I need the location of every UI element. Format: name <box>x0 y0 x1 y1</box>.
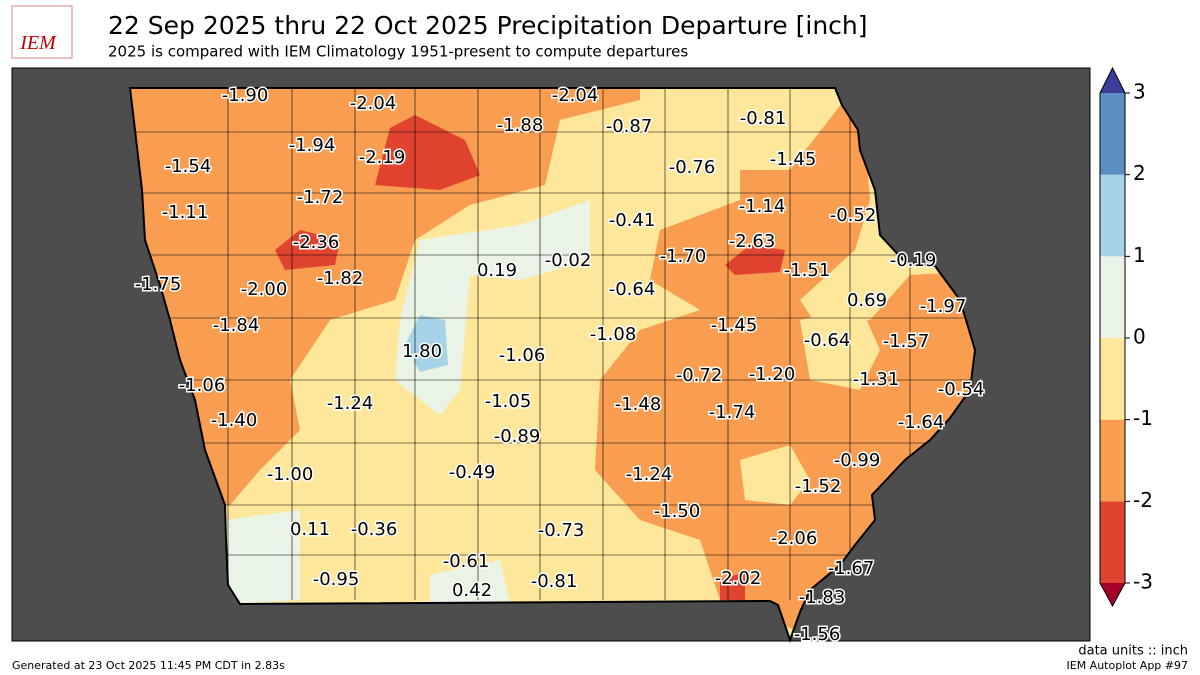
colorbar-segment <box>1100 338 1125 420</box>
station-value: -2.00 <box>241 279 288 300</box>
station-value: -1.14 <box>739 196 786 217</box>
station-value: -1.05 <box>485 391 532 412</box>
station-value: -1.54 <box>165 156 212 177</box>
station-value: 0.19 <box>477 260 517 281</box>
colorbar-tick-label: 1 <box>1133 243 1146 267</box>
station-value: -1.52 <box>795 476 842 497</box>
station-value: -0.36 <box>351 519 398 540</box>
station-value: -0.99 <box>834 450 881 471</box>
station-value: 0.11 <box>290 519 330 540</box>
colorbar-segment <box>1100 419 1125 502</box>
county-lines <box>130 88 975 600</box>
station-value: -1.83 <box>799 587 846 608</box>
station-value: -1.57 <box>883 331 930 352</box>
station-value: -1.45 <box>770 149 817 170</box>
station-value: -0.81 <box>740 108 787 129</box>
subtitle: 2025 is compared with IEM Climatology 19… <box>108 43 688 61</box>
station-value: -0.41 <box>609 210 656 231</box>
generated-note: Generated at 23 Oct 2025 11:45 PM CDT in… <box>12 659 285 672</box>
station-value: -2.04 <box>552 85 599 106</box>
station-value: -1.84 <box>213 315 260 336</box>
colorbar-tick-label: -3 <box>1133 570 1153 594</box>
station-value: -2.19 <box>359 147 406 168</box>
colorbar-segment <box>1100 174 1125 257</box>
station-value: 0.69 <box>847 290 887 311</box>
station-value: -0.61 <box>443 551 490 572</box>
station-value: -0.19 <box>890 250 937 271</box>
station-value: -2.02 <box>715 568 762 589</box>
station-value: -1.48 <box>615 394 662 415</box>
station-value: -2.36 <box>293 232 340 253</box>
station-value: -0.54 <box>938 379 985 400</box>
station-value: -2.04 <box>350 93 397 114</box>
colorbar-tick-label: -2 <box>1133 488 1153 512</box>
station-value: -0.81 <box>531 571 578 592</box>
station-value: -1.67 <box>828 558 875 579</box>
station-value: -1.82 <box>317 268 364 289</box>
colorbar-tick-label: 3 <box>1133 80 1146 104</box>
station-value: -0.76 <box>669 157 716 178</box>
station-value: -1.64 <box>898 412 945 433</box>
colorbar-tick-label: 0 <box>1133 325 1146 349</box>
colorbar-over <box>1100 68 1125 93</box>
colorbar-tick-label: -1 <box>1133 406 1153 430</box>
station-value: -1.56 <box>794 624 841 645</box>
station-value: -1.50 <box>654 501 701 522</box>
title: 22 Sep 2025 thru 22 Oct 2025 Precipitati… <box>108 11 868 40</box>
logo: IEM <box>19 32 57 54</box>
station-value: -1.06 <box>179 375 226 396</box>
station-value: -0.73 <box>538 520 585 541</box>
colorbar-segment <box>1100 93 1125 175</box>
station-value: -1.24 <box>327 393 374 414</box>
station-value: -0.72 <box>676 365 723 386</box>
colorbar-segment <box>1100 256 1125 338</box>
station-value: -1.88 <box>497 115 544 136</box>
station-value: -2.63 <box>729 231 776 252</box>
station-value: -1.08 <box>590 324 637 345</box>
station-value: -1.06 <box>499 345 546 366</box>
colorbar: -3 -2 -1 0 1 2 3 <box>1099 66 1153 608</box>
station-value: -1.40 <box>211 410 258 431</box>
station-value: -1.94 <box>289 135 336 156</box>
station-value: 0.42 <box>452 580 492 601</box>
station-value: -0.64 <box>609 279 656 300</box>
station-value: -1.31 <box>853 369 900 390</box>
colorbar-under <box>1100 583 1125 606</box>
app-note: IEM Autoplot App #97 <box>1067 659 1189 672</box>
station-value: -1.20 <box>749 364 796 385</box>
logo-frame <box>11 5 73 59</box>
station-value: -2.06 <box>771 528 818 549</box>
station-value: -1.51 <box>784 260 831 281</box>
station-value: -0.89 <box>494 426 541 447</box>
station-value: -1.11 <box>162 202 209 223</box>
station-value: 1.80 <box>402 341 442 362</box>
station-value: -1.75 <box>135 274 182 295</box>
station-value: -1.90 <box>222 85 269 106</box>
station-value: -1.45 <box>711 315 758 336</box>
station-labels: -1.90 -2.04 -2.04 -1.88 -0.87 -0.81 -1.54 -1.94… <box>133 84 986 647</box>
station-value: -0.02 <box>545 250 592 271</box>
station-value: -1.00 <box>267 464 314 485</box>
units-note: data units :: inch <box>1078 644 1188 659</box>
station-value: -0.87 <box>606 116 653 137</box>
station-value: -0.49 <box>449 462 496 483</box>
colorbar-segment <box>1100 501 1125 583</box>
station-value: -1.74 <box>709 402 756 423</box>
station-value: -1.70 <box>660 246 707 267</box>
station-value: -1.24 <box>626 464 673 485</box>
station-value: -0.95 <box>313 569 360 590</box>
colorbar-tick-label: 2 <box>1133 161 1146 185</box>
station-value: -1.97 <box>920 296 967 317</box>
station-value: -1.72 <box>297 187 344 208</box>
station-value: -0.64 <box>804 330 851 351</box>
station-value: -0.52 <box>830 205 877 226</box>
